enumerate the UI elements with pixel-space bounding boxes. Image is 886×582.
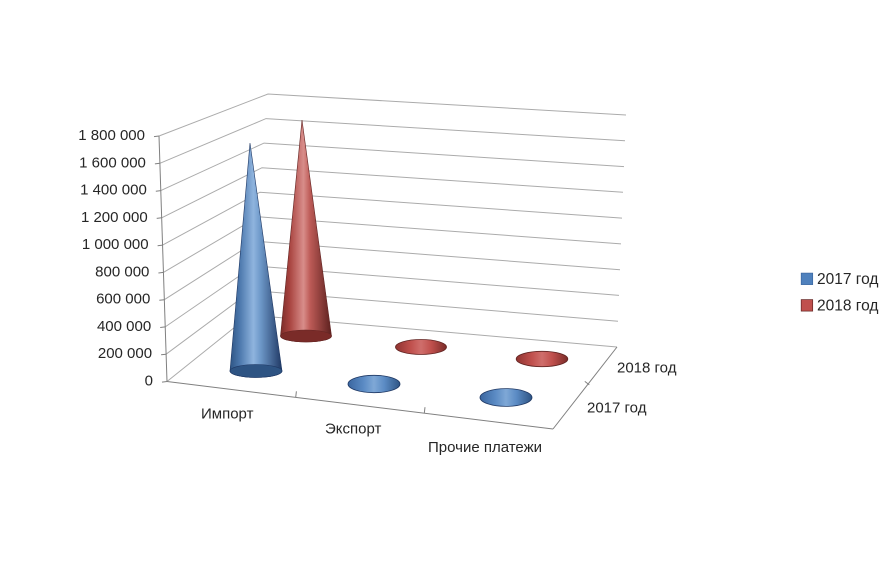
svg-text:1 600 000: 1 600 000 (79, 154, 146, 171)
svg-text:Экспорт: Экспорт (325, 420, 381, 437)
svg-text:1 200 000: 1 200 000 (81, 209, 148, 226)
svg-text:2017 год: 2017 год (587, 400, 647, 417)
svg-text:2017 год: 2017 год (817, 271, 878, 288)
svg-text:800 000: 800 000 (95, 263, 149, 280)
svg-text:1 800 000: 1 800 000 (78, 127, 145, 144)
svg-text:2018 год: 2018 год (817, 297, 878, 314)
svg-text:600 000: 600 000 (96, 291, 150, 308)
svg-text:1 400 000: 1 400 000 (80, 182, 147, 199)
svg-text:0: 0 (145, 373, 153, 390)
svg-text:1 000 000: 1 000 000 (82, 236, 149, 253)
svg-text:200 000: 200 000 (98, 345, 152, 362)
svg-text:400 000: 400 000 (97, 318, 151, 335)
svg-text:2018 год: 2018 год (617, 360, 677, 377)
svg-text:Импорт: Импорт (201, 406, 254, 423)
svg-text:Прочие платежи: Прочие платежи (428, 439, 542, 456)
